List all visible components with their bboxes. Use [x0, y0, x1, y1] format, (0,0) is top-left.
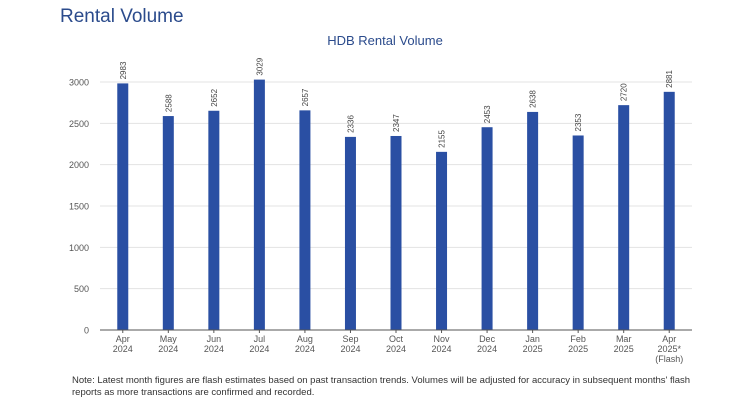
x-tick-label: 2025 — [523, 344, 543, 354]
bar — [299, 110, 311, 330]
bar — [618, 105, 630, 330]
y-tick-label: 2000 — [69, 160, 89, 170]
x-tick-label: 2024 — [158, 344, 178, 354]
bar-value-label: 2638 — [529, 90, 538, 108]
x-tick-label: Jan — [525, 334, 540, 344]
bar — [663, 91, 675, 330]
x-tick-label: Mar — [616, 334, 632, 344]
x-tick-label: Feb — [570, 334, 586, 344]
x-axis-ticks: Apr2024May2024Jun2024Jul2024Aug2024Sep20… — [113, 330, 683, 364]
bar — [436, 151, 448, 330]
x-tick-label: Apr — [662, 334, 676, 344]
x-tick-label: Jul — [254, 334, 266, 344]
bar — [162, 116, 174, 330]
y-tick-label: 2500 — [69, 119, 89, 129]
y-tick-label: 500 — [74, 284, 89, 294]
x-tick-label: 2024 — [113, 344, 133, 354]
y-axis-ticks: 0 500 1000 1500 2000 2500 3000 — [69, 78, 89, 336]
x-tick-label: Jun — [207, 334, 222, 344]
bar — [572, 135, 584, 330]
y-tick-label: 3000 — [69, 78, 89, 88]
x-tick-label: Dec — [479, 334, 496, 344]
bar — [208, 110, 220, 330]
bar — [117, 83, 129, 330]
x-tick-label: Oct — [389, 334, 404, 344]
x-tick-label: 2024 — [249, 344, 269, 354]
bar — [344, 136, 356, 330]
bar-value-label: 2720 — [620, 83, 629, 101]
bar-value-label: 2336 — [346, 115, 355, 133]
x-tick-label: 2025 — [614, 344, 634, 354]
bar — [527, 111, 539, 331]
bar-value-label: 2983 — [119, 61, 128, 79]
bar-value-label: 2588 — [164, 94, 173, 112]
x-tick-label: (Flash) — [655, 354, 683, 364]
x-tick-label: Aug — [297, 334, 313, 344]
footnote: Note: Latest month figures are flash est… — [72, 375, 691, 398]
x-tick-label: 2025 — [568, 344, 588, 354]
bar — [253, 79, 265, 331]
x-tick-label: 2024 — [386, 344, 406, 354]
y-tick-label: 1500 — [69, 202, 89, 212]
bar-value-label: 2353 — [574, 113, 583, 131]
x-tick-label: 2024 — [204, 344, 224, 354]
page-title: Rental Volume — [60, 6, 184, 27]
bar-value-label: 2652 — [210, 88, 219, 106]
bar-value-label: 2453 — [483, 105, 492, 123]
x-tick-label: May — [160, 334, 178, 344]
bar-value-label: 2657 — [301, 88, 310, 106]
x-tick-label: 2024 — [295, 344, 315, 354]
bar — [481, 127, 493, 331]
bar-value-label: 2881 — [665, 69, 674, 87]
x-tick-label: Nov — [434, 334, 451, 344]
x-tick-label: 2024 — [477, 344, 497, 354]
y-tick-label: 0 — [84, 326, 89, 336]
x-tick-label: 2024 — [340, 344, 360, 354]
bar-value-label: 2155 — [438, 130, 447, 148]
x-tick-label: Sep — [342, 334, 358, 344]
x-tick-label: 2024 — [432, 344, 452, 354]
bars: 2983 2588 2652 3029 2657 2336 2347 2155 2453 2638… — [117, 57, 675, 331]
x-tick-label: 2025* — [657, 344, 681, 354]
bar — [390, 135, 402, 330]
bar-value-label: 3029 — [255, 57, 264, 75]
y-tick-label: 1000 — [69, 243, 89, 253]
chart-title: HDB Rental Volume — [327, 33, 443, 48]
bar-value-label: 2347 — [392, 114, 401, 132]
x-tick-label: Apr — [116, 334, 130, 344]
